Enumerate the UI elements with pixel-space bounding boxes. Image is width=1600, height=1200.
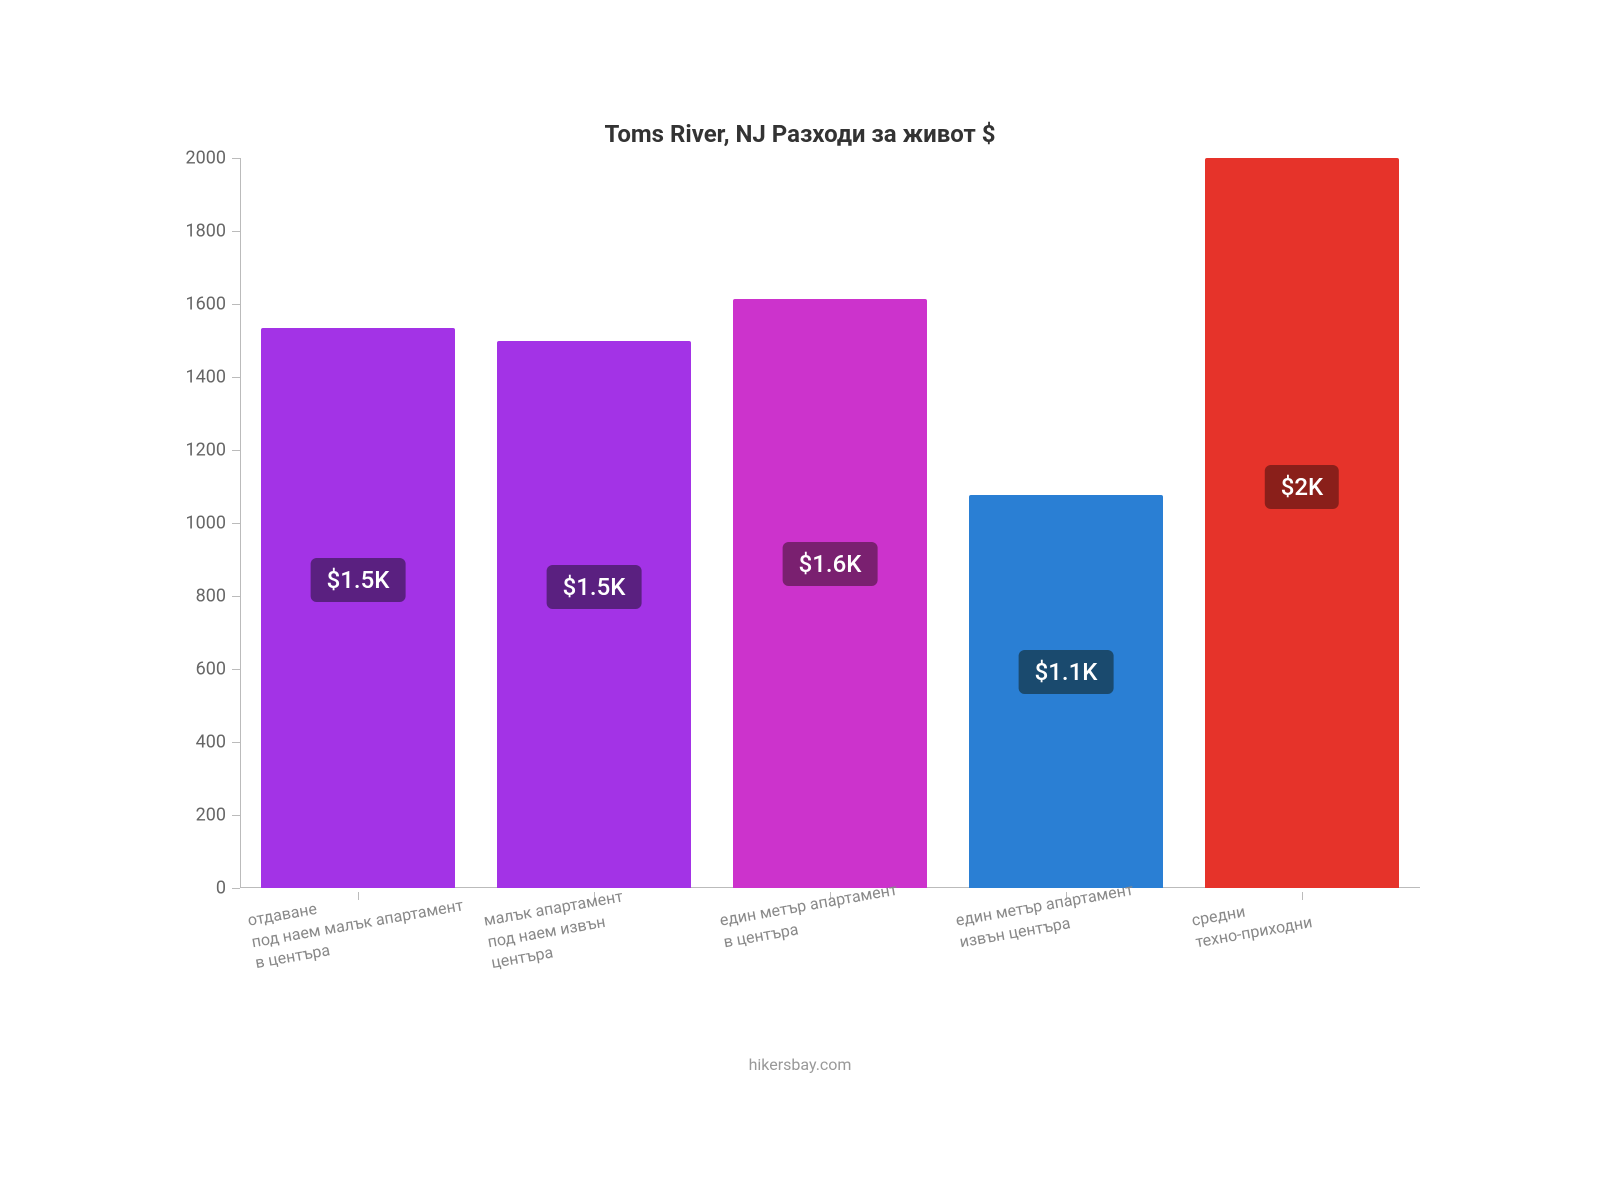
x-axis-label: един метър апартамент в центъра: [718, 879, 903, 953]
x-axis-label: малък апартамент под наем извън центъра: [482, 886, 632, 974]
y-tick-mark: [232, 669, 240, 670]
y-tick-mark: [232, 158, 240, 159]
bar-value-label: $1.5K: [311, 558, 406, 602]
bar-group: $1.5K $1.5K $1.6K $1.1K $2K: [240, 158, 1420, 888]
y-tick-label: 1000: [186, 513, 226, 534]
bar-slot: $2K: [1184, 158, 1420, 888]
y-tick-mark: [232, 596, 240, 597]
y-tick-mark: [232, 523, 240, 524]
y-tick-label: 200: [196, 805, 226, 826]
bar-slot: $1.5K: [240, 158, 476, 888]
cost-of-living-chart: Toms River, NJ Разходи за живот $ 020040…: [160, 120, 1440, 1080]
y-tick-label: 1400: [186, 367, 226, 388]
y-tick-mark: [232, 450, 240, 451]
y-tick-mark: [232, 888, 240, 889]
bar: [497, 341, 691, 889]
bar: [733, 299, 927, 888]
y-tick-mark: [232, 231, 240, 232]
x-axis-labels: отдаване под наем малък апартамент в цен…: [240, 900, 1420, 1040]
y-tick-label: 1600: [186, 294, 226, 315]
source-attribution: hikersbay.com: [160, 1055, 1440, 1074]
y-tick-label: 600: [196, 659, 226, 680]
chart-title: Toms River, NJ Разходи за живот $: [160, 120, 1440, 148]
bar-value-label: $1.5K: [547, 565, 642, 609]
plot-area: 0200400600800100012001400160018002000 $1…: [240, 158, 1420, 888]
bar-slot: $1.5K: [476, 158, 712, 888]
y-tick-label: 1200: [186, 440, 226, 461]
x-axis-label: средни техно-приходни: [1190, 889, 1314, 952]
y-tick-label: 800: [196, 586, 226, 607]
y-tick-label: 2000: [186, 148, 226, 169]
y-tick-mark: [232, 377, 240, 378]
bar-value-label: $1.6K: [783, 542, 878, 586]
y-tick-mark: [232, 815, 240, 816]
y-tick-label: 1800: [186, 221, 226, 242]
y-tick-mark: [232, 742, 240, 743]
y-tick-mark: [232, 304, 240, 305]
y-tick-label: 400: [196, 732, 226, 753]
y-axis: 0200400600800100012001400160018002000: [160, 158, 240, 888]
y-tick-label: 0: [216, 878, 226, 899]
bar: [1205, 158, 1399, 888]
bar-value-label: $1.1K: [1019, 650, 1114, 694]
x-axis-label: един метър апартамент извън центъра: [954, 879, 1139, 953]
bar-slot: $1.1K: [948, 158, 1184, 888]
bar-slot: $1.6K: [712, 158, 948, 888]
bar-value-label: $2K: [1265, 465, 1339, 509]
bar: [261, 328, 455, 888]
